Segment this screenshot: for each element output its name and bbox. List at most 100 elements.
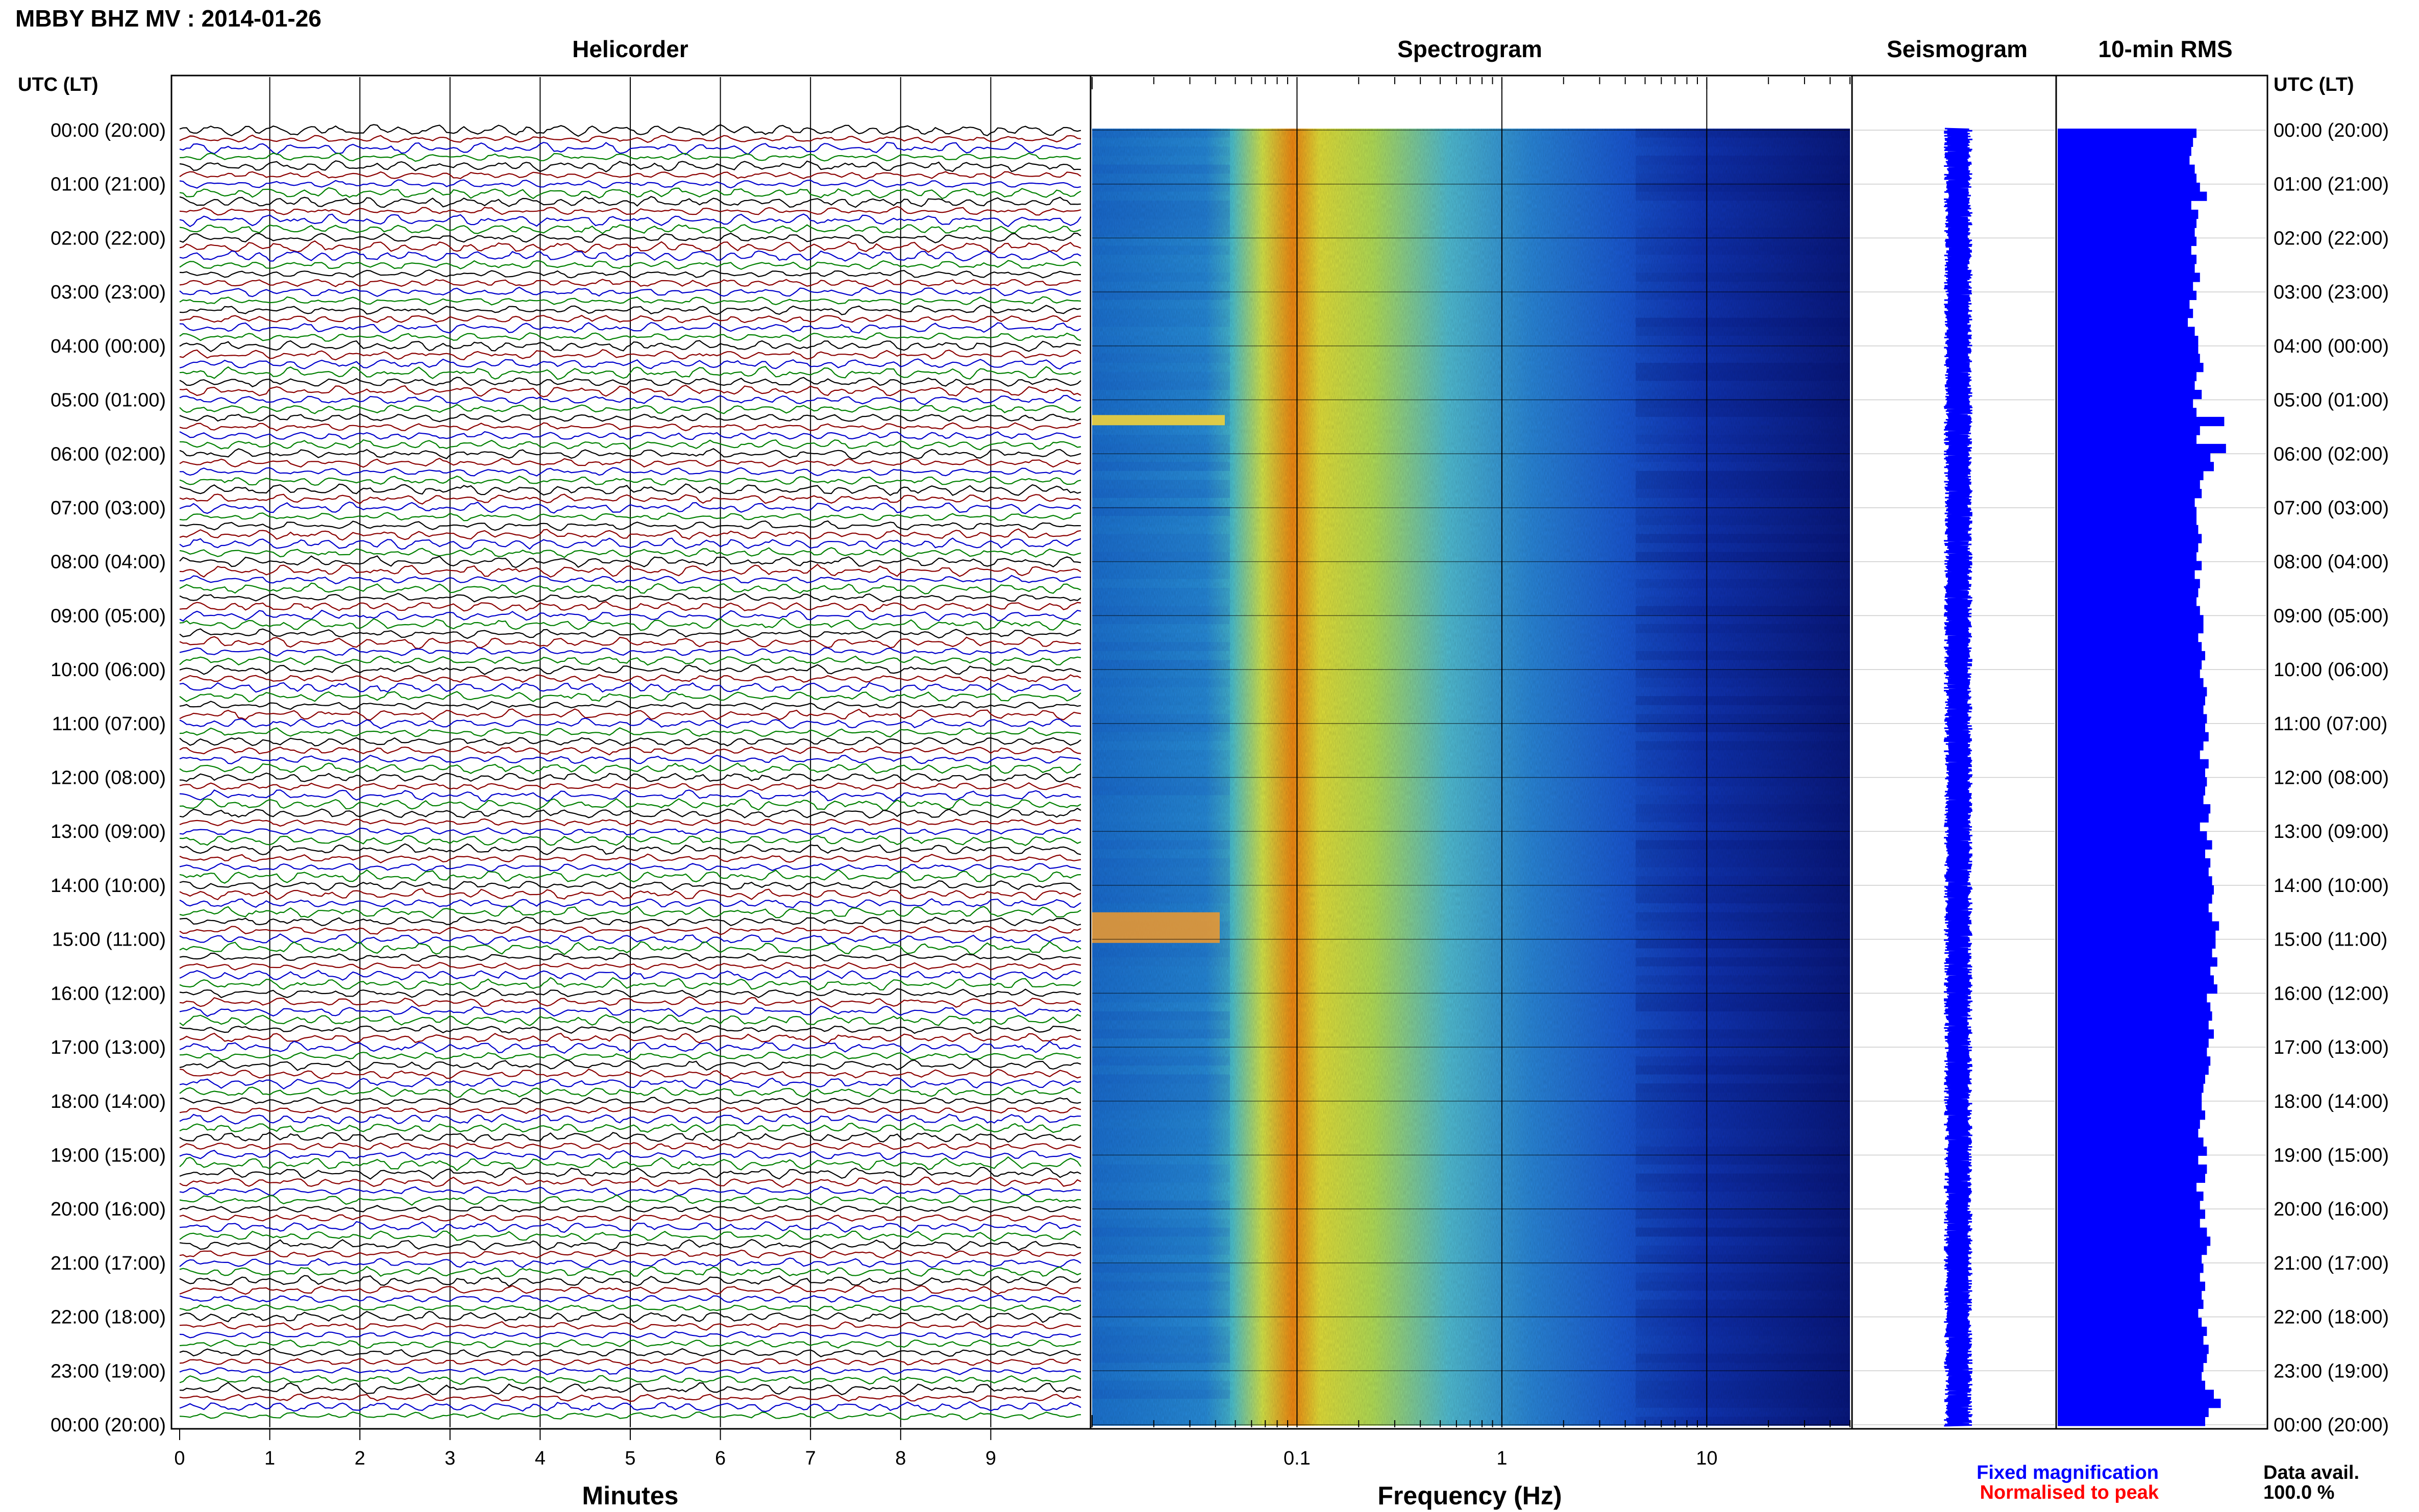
rms-bar: [2058, 858, 2211, 868]
spectrogram-highfreq-band: [1636, 1119, 1850, 1129]
time-label-right: 19:00 (15:00): [2274, 1145, 2389, 1166]
rms-bar: [2058, 588, 2199, 598]
spectrogram-lowfreq-band: [1092, 966, 1230, 976]
spectrogram-highfreq-band: [1636, 984, 1850, 994]
time-label-right: 20:00 (16:00): [2274, 1199, 2389, 1220]
time-label-left: 11:00 (07:00): [52, 713, 166, 735]
helicorder-trace: [179, 563, 1081, 578]
rms-bar: [2058, 300, 2190, 309]
spectrogram-lowfreq-band: [1092, 498, 1230, 507]
helicorder-trace: [179, 349, 1081, 361]
spectrogram-lowfreq-band: [1092, 786, 1230, 796]
helicorder-trace: [179, 321, 1081, 334]
spectrogram-lowfreq-band: [1092, 777, 1230, 786]
time-label-left: 20:00 (16:00): [51, 1199, 166, 1220]
helicorder-trace: [179, 501, 1081, 514]
spectrogram-lowfreq-band: [1092, 255, 1230, 264]
rms-bar: [2058, 516, 2196, 526]
time-label-left: 12:00 (08:00): [51, 767, 166, 789]
time-label-left: 13:00 (09:00): [51, 821, 166, 842]
time-label-right: 07:00 (03:00): [2274, 498, 2389, 519]
frequency-tick-label: 10: [1696, 1448, 1717, 1469]
spectrogram-highfreq-band: [1636, 137, 1850, 147]
spectrogram-highfreq-band: [1636, 129, 1850, 138]
spectrogram-highfreq-band: [1636, 282, 1850, 291]
time-label-right: 22:00 (18:00): [2274, 1307, 2389, 1328]
seismogram-title: Seismogram: [1887, 36, 2028, 62]
spectrogram-lowfreq-band: [1092, 218, 1230, 228]
helicorder-trace: [179, 905, 1081, 919]
spectrogram-lowfreq-band: [1092, 1236, 1230, 1246]
spectrogram-highfreq-band: [1636, 1029, 1850, 1038]
rms-bar: [2058, 362, 2204, 373]
spectrogram-grid: [1092, 77, 1850, 1427]
helicorder-trace: [179, 1204, 1081, 1213]
time-label-right: 21:00 (17:00): [2274, 1253, 2389, 1274]
time-label-left: 18:00 (14:00): [51, 1091, 166, 1112]
spectrogram-lowfreq-band: [1092, 1372, 1230, 1381]
rms-bar: [2058, 381, 2195, 390]
rms-bar: [2058, 534, 2202, 543]
rms-bar: [2058, 786, 2205, 796]
time-label-right: 09:00 (05:00): [2274, 605, 2389, 627]
helicorder-trace: [179, 1156, 1081, 1172]
rms-bar: [2058, 228, 2195, 237]
time-label-left: 00:00 (20:00): [51, 120, 166, 141]
rms-bar: [2058, 498, 2195, 508]
helicorder-trace: [179, 286, 1081, 298]
rms-bar: [2058, 1074, 2205, 1084]
spectrogram-highfreq-band: [1636, 543, 1850, 552]
spectrogram-highfreq-band: [1636, 732, 1850, 741]
helicorder-trace: [179, 782, 1081, 791]
spectrogram-lowfreq-band: [1092, 768, 1230, 777]
rms-bar: [2058, 876, 2212, 886]
rms-bar: [2058, 1345, 2209, 1354]
spectrogram-xlabel: Frequency (Hz): [1377, 1481, 1562, 1510]
spectrogram-highfreq-band: [1636, 849, 1850, 858]
spectrogram-lowfreq-band: [1092, 1101, 1230, 1111]
helicorder-trace: [179, 1304, 1081, 1312]
spectrogram-lowfreq-band: [1092, 489, 1230, 498]
spectrogram-highfreq-band: [1636, 1291, 1850, 1300]
spectrogram-lowfreq-band: [1092, 723, 1230, 732]
helicorder-trace: [179, 1069, 1081, 1080]
spectrogram-title: Spectrogram: [1397, 36, 1542, 62]
spectrogram-highfreq-band: [1636, 362, 1850, 372]
helicorder-trace: [179, 1150, 1081, 1160]
helicorder-trace: [179, 827, 1081, 836]
helicorder-trace: [179, 1239, 1081, 1252]
rms-bar: [2058, 750, 2200, 760]
rms-bar: [2058, 1318, 2202, 1327]
spectrogram-lowfreq-band: [1092, 705, 1230, 714]
rms-bar: [2058, 1056, 2211, 1066]
spectrogram-lowfreq-band: [1092, 1119, 1230, 1129]
spectrogram-lowfreq-band: [1092, 1390, 1230, 1399]
helicorder-trace: [179, 1230, 1081, 1242]
spectrogram-lowfreq-band: [1092, 408, 1230, 417]
spectrogram-lowfreq-band: [1092, 1182, 1230, 1192]
time-label-right: 08:00 (04:00): [2274, 552, 2389, 573]
time-label-right: 13:00 (09:00): [2274, 821, 2389, 842]
spectrogram-lowfreq-band: [1092, 164, 1230, 174]
spectrogram-highfreq-band: [1636, 1345, 1850, 1354]
rms-bar: [2058, 1308, 2199, 1318]
spectrogram-lowfreq-band: [1092, 1218, 1230, 1228]
time-label-left: 17:00 (13:00): [51, 1037, 166, 1058]
helicorder-trace: [179, 1394, 1081, 1402]
spectrogram-highfreq-band: [1636, 1110, 1850, 1120]
helicorder-trace: [179, 493, 1081, 505]
spectrogram-highfreq-band: [1636, 930, 1850, 939]
spectrogram-highfreq-band: [1636, 507, 1850, 516]
spectrogram-lowfreq-band: [1092, 389, 1230, 399]
spectrogram-highfreq-band: [1636, 642, 1850, 651]
helicorder-trace: [179, 124, 1081, 137]
minute-tick-label: 2: [355, 1448, 365, 1469]
helicorder-trace: [179, 1025, 1081, 1034]
rms-bar: [2058, 507, 2196, 516]
spectrogram-lowfreq-band: [1092, 1146, 1230, 1156]
spectrogram-burst: [1092, 912, 1220, 943]
helicorder-trace: [179, 1321, 1081, 1331]
spectrogram-lowfreq-band: [1092, 1110, 1230, 1120]
spectrogram-lowfreq-band: [1092, 236, 1230, 246]
rms-bar: [2058, 696, 2205, 706]
